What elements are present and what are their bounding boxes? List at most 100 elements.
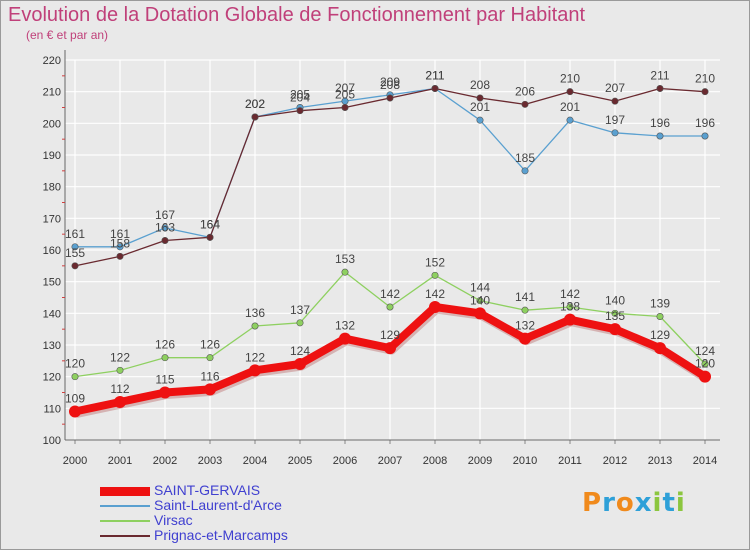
data-label: 142 <box>425 287 445 301</box>
legend-label: Virsac <box>154 512 193 528</box>
data-point <box>161 354 169 362</box>
data-label: 164 <box>200 217 220 231</box>
data-point <box>69 405 81 418</box>
data-label: 139 <box>650 297 670 311</box>
y-tick-label: 200 <box>43 118 61 130</box>
data-label: 144 <box>470 281 490 295</box>
y-tick-label: 150 <box>43 277 61 289</box>
data-label: 185 <box>515 151 535 165</box>
data-point <box>116 252 124 260</box>
data-point <box>114 396 126 408</box>
data-label: 206 <box>515 84 535 98</box>
legend-swatch <box>100 520 150 522</box>
data-point <box>521 306 529 314</box>
data-label: 211 <box>425 69 444 83</box>
x-tick-label: 2002 <box>153 455 177 467</box>
data-label: 161 <box>110 227 130 241</box>
data-label: 167 <box>155 208 175 222</box>
data-point <box>654 342 666 355</box>
x-tick-label: 2011 <box>558 455 582 467</box>
data-point <box>701 88 709 96</box>
x-tick-label: 2012 <box>603 455 627 467</box>
data-point <box>564 313 576 326</box>
data-point <box>71 243 79 251</box>
data-point <box>476 297 484 305</box>
data-point <box>249 364 261 377</box>
data-label: 112 <box>110 382 129 396</box>
y-tick-label: 160 <box>43 245 61 257</box>
y-tick-label: 210 <box>43 87 61 99</box>
data-label: 196 <box>650 116 670 130</box>
data-point <box>294 358 306 370</box>
y-tick-label: 190 <box>43 150 61 162</box>
data-label: 161 <box>65 227 85 241</box>
data-label: 142 <box>380 287 400 301</box>
data-point <box>251 322 259 330</box>
data-label: 136 <box>245 306 265 320</box>
data-point <box>71 262 79 270</box>
data-point <box>566 88 574 96</box>
data-point <box>566 116 574 124</box>
data-label: 135 <box>605 309 625 323</box>
data-label: 126 <box>200 338 220 352</box>
data-point <box>384 342 396 355</box>
data-label: 158 <box>110 236 130 250</box>
data-label: 204 <box>290 91 310 105</box>
brand-letter: P <box>582 488 603 518</box>
x-tick-label: 2003 <box>198 455 222 467</box>
x-tick-label: 2004 <box>243 455 267 467</box>
line-chart: 100 110 120 130 140 150 160 170 180 190 200 210 220 2… <box>43 50 720 467</box>
x-tick-label: 2006 <box>333 455 357 467</box>
data-label: 211 <box>425 69 444 83</box>
x-tick-label: 2007 <box>378 455 402 467</box>
data-point <box>656 85 664 93</box>
data-label: 142 <box>560 287 580 301</box>
data-point <box>476 116 484 124</box>
data-label: 196 <box>695 116 715 130</box>
data-point <box>701 360 709 368</box>
chart-subtitle: (en € et par an) <box>26 28 109 42</box>
data-point <box>656 312 664 320</box>
data-point <box>611 309 619 317</box>
data-label: 116 <box>200 369 219 383</box>
data-point <box>474 307 486 320</box>
x-tick-label: 2001 <box>108 455 132 467</box>
data-point <box>341 268 349 276</box>
chart-title: Evolution de la Dotation Globale de Fonc… <box>8 4 586 26</box>
data-label: 120 <box>695 357 715 371</box>
data-point <box>519 332 531 345</box>
data-point <box>206 233 214 241</box>
brand-letter: i <box>652 488 663 518</box>
brand-letter: x <box>634 488 653 518</box>
data-label: 201 <box>560 100 580 114</box>
y-tick-label: 170 <box>43 213 61 225</box>
brand-letter: o <box>615 488 635 518</box>
data-label: 209 <box>380 75 400 89</box>
data-label: 207 <box>335 81 355 95</box>
data-label: 205 <box>335 88 355 102</box>
data-label: 201 <box>470 100 490 114</box>
data-label: 152 <box>425 255 445 269</box>
data-label: 202 <box>245 97 265 111</box>
x-tick-label: 2008 <box>423 455 447 467</box>
brand-letter: i <box>675 488 686 518</box>
data-point <box>611 129 619 137</box>
data-label: 202 <box>245 97 265 111</box>
data-point <box>71 373 79 381</box>
data-label: 109 <box>65 392 85 406</box>
data-point <box>386 303 394 311</box>
data-label: 155 <box>65 246 85 260</box>
legend-swatch <box>100 487 150 496</box>
data-point <box>116 366 124 374</box>
legend-label: Saint-Laurent-d'Arce <box>154 497 282 513</box>
data-label: 205 <box>290 88 310 102</box>
data-point <box>521 167 529 175</box>
data-point <box>116 243 124 251</box>
y-tick-label: 180 <box>43 182 61 194</box>
y-tick-label: 100 <box>43 435 61 447</box>
legend-swatch <box>100 535 150 537</box>
data-label: 138 <box>560 300 580 314</box>
data-label: 129 <box>650 328 670 342</box>
legend-label: Prignac-et-Marcamps <box>154 527 288 543</box>
data-point <box>296 319 304 327</box>
